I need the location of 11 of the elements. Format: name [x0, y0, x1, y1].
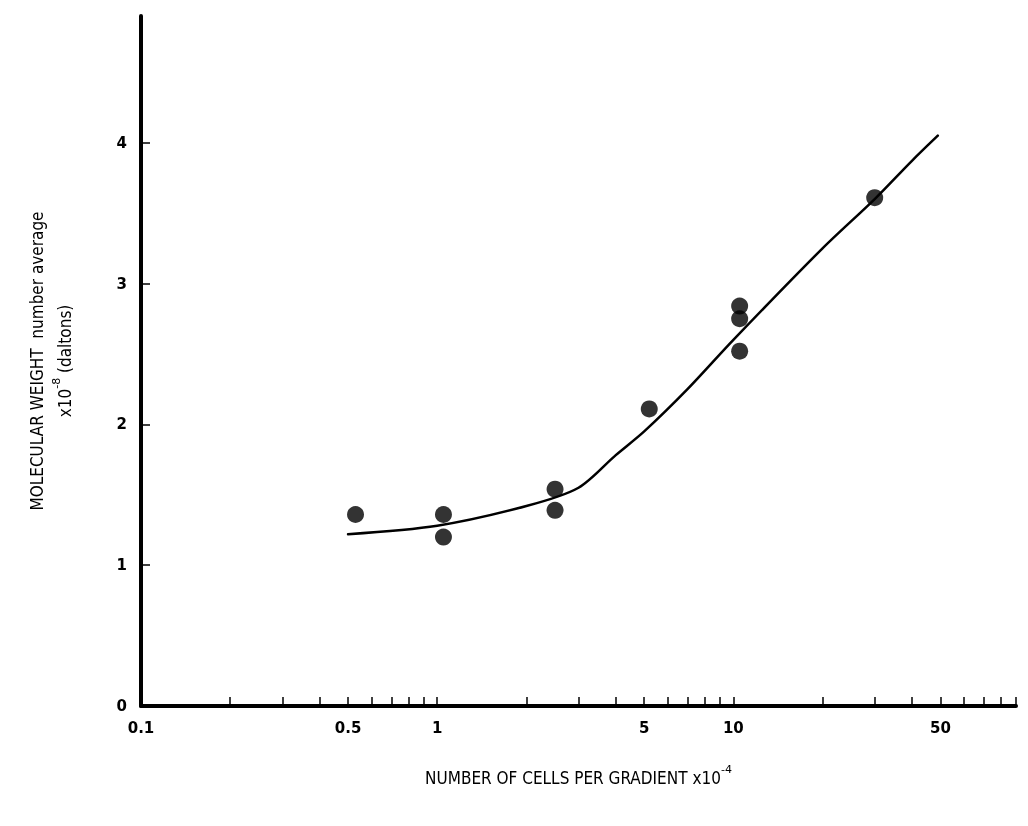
x-tick-label: 10	[722, 718, 744, 737]
x-tick-label: 50	[929, 718, 951, 737]
x-tick-label: 1	[431, 718, 443, 737]
y-tick-label: 2	[116, 415, 127, 434]
x-tick-label: 0.5	[334, 718, 362, 737]
x-tick-label: 0.1	[127, 718, 155, 737]
y-tick-label: 3	[116, 274, 127, 293]
y-tick-label: 4	[116, 133, 127, 152]
y-tick-label: 0	[116, 697, 127, 715]
y-tick-label: 1	[116, 556, 127, 575]
x-tick-label: 5	[638, 718, 650, 737]
